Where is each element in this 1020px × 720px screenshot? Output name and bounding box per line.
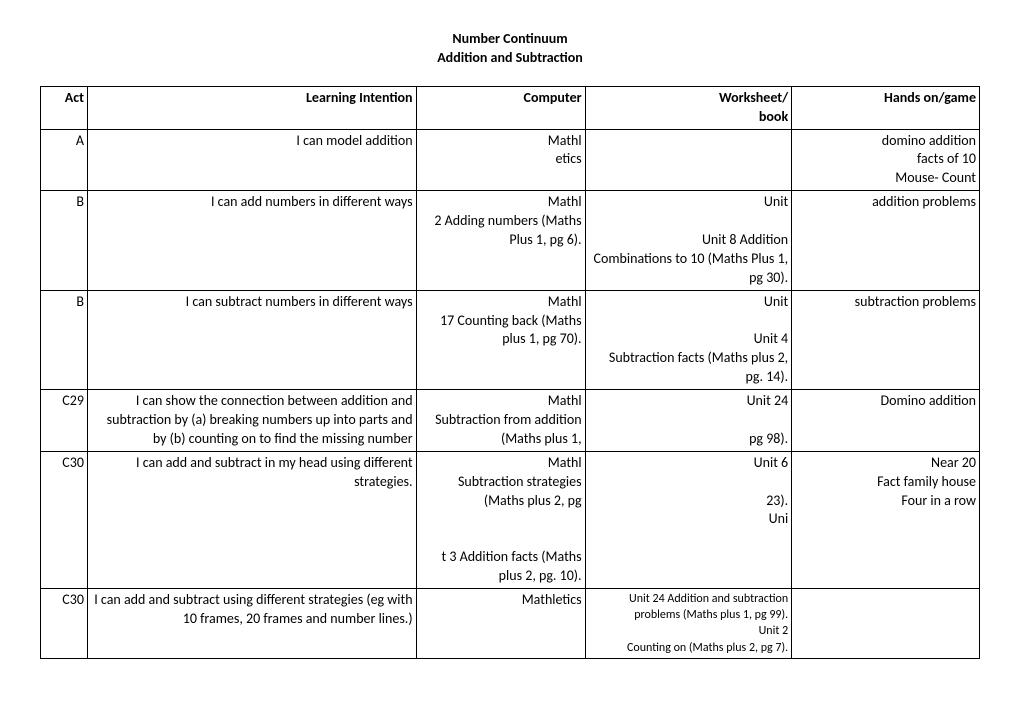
header-worksheet: Worksheet/book [585,86,792,129]
cell-worksheet: Unit 24 Addition and subtractionproblems… [585,589,792,659]
cell-computer: MathlSubtraction from addition (Maths pl… [416,390,585,452]
header-act: Act [41,86,88,129]
cell-learning-intention: I can add numbers in different ways [87,191,416,290]
cell-act: B [41,191,88,290]
table-row: C29I can show the connection between add… [41,390,980,452]
cell-act: C30 [41,451,88,588]
cell-act: C30 [41,589,88,659]
cell-hands-on: Domino addition [792,390,980,452]
cell-hands-on [792,589,980,659]
cell-computer: MathlSubtraction strategies (Maths plus … [416,451,585,588]
cell-act: C29 [41,390,88,452]
cell-learning-intention: I can show the connection between additi… [87,390,416,452]
cell-learning-intention: I can model addition [87,129,416,191]
cell-learning-intention: I can add and subtract in my head using … [87,451,416,588]
title-line-2: Addition and Subtraction [40,49,980,68]
table-row: BI can add numbers in different waysMath… [41,191,980,290]
table-row: BI can subtract numbers in different way… [41,290,980,389]
table-row: C30I can add and subtract using differen… [41,589,980,659]
cell-worksheet: Unit 623).Uni [585,451,792,588]
table-row: C30I can add and subtract in my head usi… [41,451,980,588]
document-title: Number Continuum Addition and Subtractio… [40,30,980,68]
cell-hands-on: domino additionfacts of 10Mouse- Count [792,129,980,191]
cell-computer: Mathletics [416,129,585,191]
cell-worksheet: Unit 24pg 98). [585,390,792,452]
cell-worksheet: UnitUnit 8 AdditionCombinations to 10 (M… [585,191,792,290]
cell-learning-intention: I can subtract numbers in different ways [87,290,416,389]
cell-act: B [41,290,88,389]
cell-hands-on: Near 20Fact family houseFour in a row [792,451,980,588]
cell-computer: Mathl17 Counting back (Maths plus 1, pg … [416,290,585,389]
title-line-1: Number Continuum [40,30,980,49]
cell-hands-on: subtraction problems [792,290,980,389]
table-row: AI can model additionMathletics domino ad… [41,129,980,191]
cell-learning-intention: I can add and subtract using different s… [87,589,416,659]
header-computer: Computer [416,86,585,129]
cell-computer: Mathletics [416,589,585,659]
table-header-row: Act Learning Intention Computer Workshee… [41,86,980,129]
cell-worksheet [585,129,792,191]
cell-computer: Mathl2 Adding numbers (Maths Plus 1, pg … [416,191,585,290]
cell-act: A [41,129,88,191]
cell-worksheet: UnitUnit 4Subtraction facts (Maths plus … [585,290,792,389]
continuum-table: Act Learning Intention Computer Workshee… [40,86,980,659]
cell-hands-on: addition problems [792,191,980,290]
header-hands-on: Hands on/game [792,86,980,129]
header-learning-intention: Learning Intention [87,86,416,129]
